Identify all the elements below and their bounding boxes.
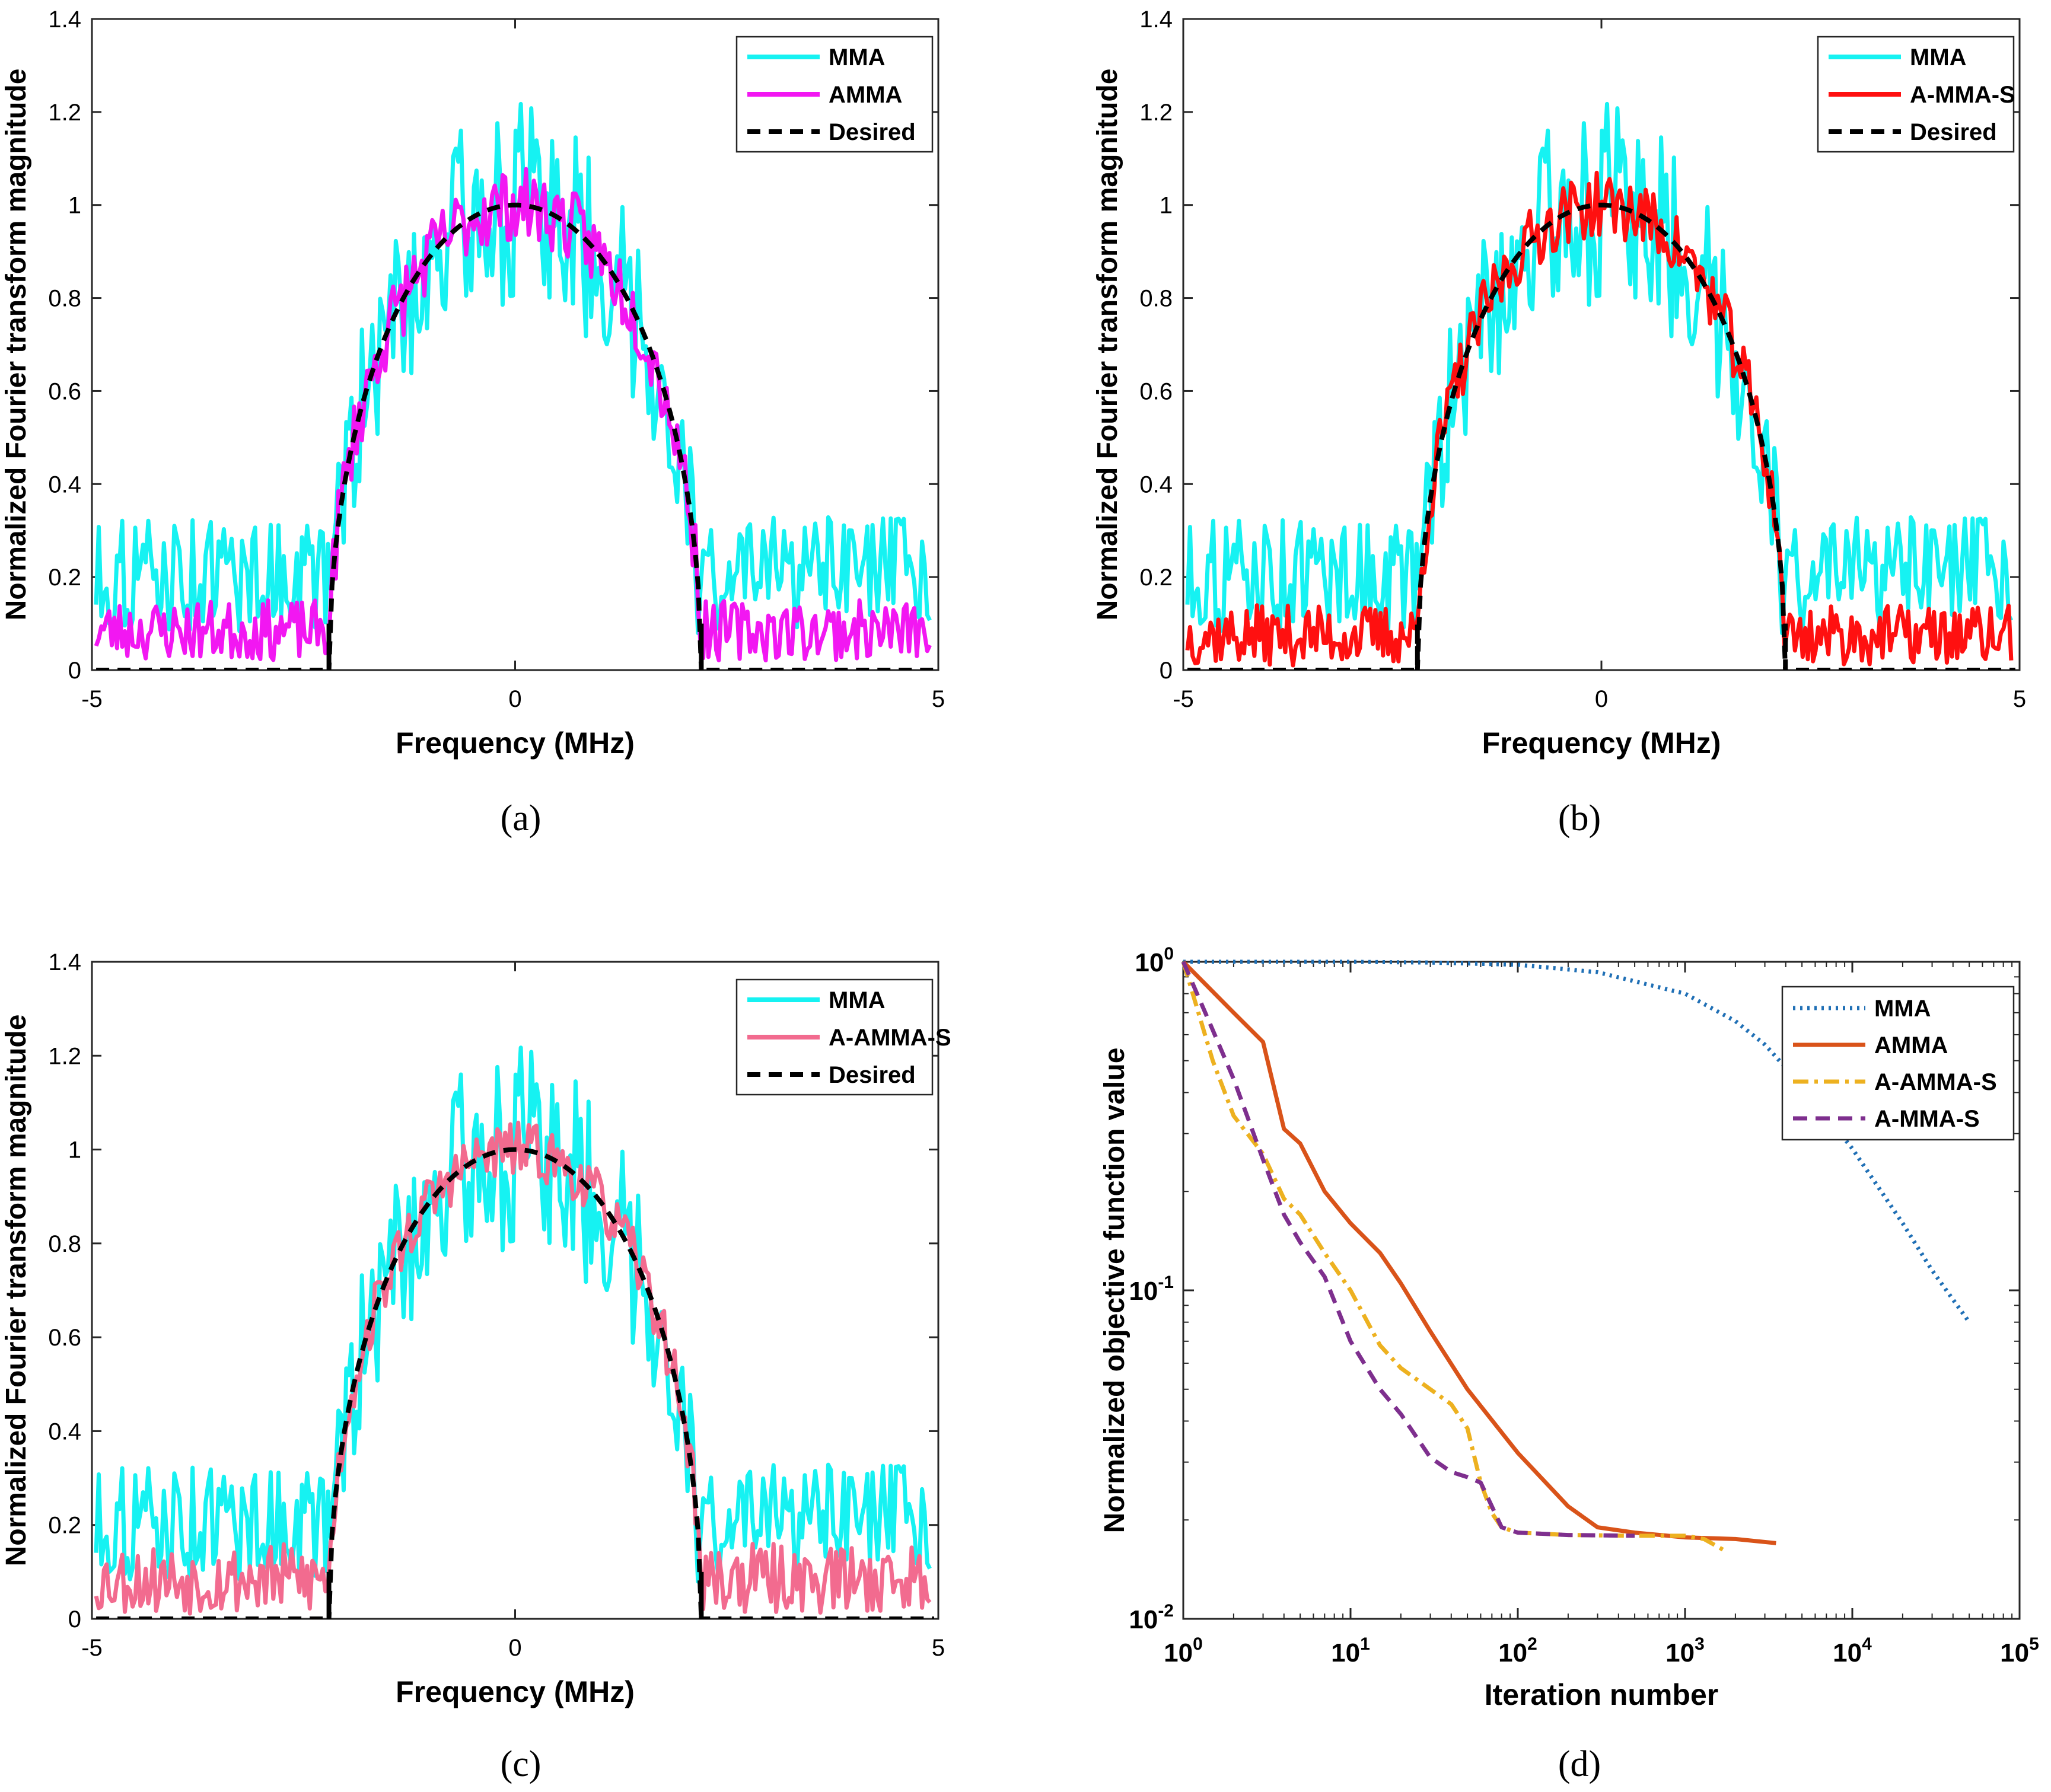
series-line-a-mma-s (1181, 961, 1635, 1538)
series-line-mma (94, 1045, 932, 1584)
x-tick-label: 5 (932, 1635, 945, 1661)
legend-label: A-MMA-S (1874, 1106, 1980, 1132)
legend-label: MMA (1910, 44, 1967, 71)
series-line-mma (1185, 101, 2014, 636)
y-tick-label: 0.4 (48, 471, 81, 498)
y-tick-label: 1.2 (48, 1043, 81, 1069)
y-tick-label: 1 (68, 1137, 81, 1163)
x-tick-label: -5 (81, 686, 103, 712)
y-tick-label: 0 (68, 658, 81, 684)
y-axis-label: Normalized Fourier transform magnitude (1092, 69, 1123, 621)
y-tick-label: 10-1 (1129, 1273, 1174, 1306)
legend-label: Desired (829, 119, 916, 145)
x-tick-label: 0 (508, 686, 521, 712)
x-tick-label: 5 (2013, 686, 2026, 712)
x-tick-label: 100 (1164, 1634, 1203, 1667)
y-tick-label: 0.2 (1139, 565, 1173, 591)
subfigure-caption: (c) (501, 1744, 542, 1784)
y-axis-label: Normalized Fourier transform magnitude (1, 1015, 32, 1567)
y-tick-label: 0.8 (1139, 286, 1173, 312)
x-axis-label: Frequency (MHz) (1482, 726, 1721, 760)
y-tick-label: 1.4 (48, 7, 81, 33)
legend-label: A-MMA-S (1910, 82, 2015, 108)
x-tick-label: -5 (1173, 686, 1194, 712)
y-tick-label: 0.2 (48, 565, 81, 591)
y-tick-label: 10-2 (1129, 1601, 1174, 1634)
x-tick-label: 104 (1833, 1634, 1872, 1667)
x-tick-label: 101 (1331, 1634, 1370, 1667)
subfigure-caption: (a) (501, 798, 542, 838)
series-line-a-amma-s (1181, 961, 1725, 1552)
y-tick-label: 100 (1135, 944, 1174, 977)
y-tick-label: 0.6 (48, 1325, 81, 1351)
series-line-desired (1187, 202, 2015, 670)
x-tick-label: 0 (1595, 686, 1608, 712)
y-tick-label: 1.4 (1139, 7, 1173, 33)
y-tick-label: 1.2 (1139, 100, 1173, 126)
x-tick-label: 5 (932, 686, 945, 712)
y-tick-label: 0.6 (1139, 378, 1173, 404)
series-line-amma (1181, 960, 1776, 1545)
panel-d: 100 101 102 103 104 105 10-2 10-1 100 Iteration n… (1099, 944, 2039, 1784)
x-tick-label: 0 (508, 1635, 521, 1661)
legend-box (1781, 986, 2015, 1141)
legend-label: AMMA (1874, 1032, 1948, 1058)
legend-label: Desired (829, 1062, 916, 1088)
y-tick-label: 0.4 (1139, 471, 1173, 498)
y-tick-label: 1.4 (48, 949, 81, 975)
y-tick-label: 0.2 (48, 1513, 81, 1539)
y-tick-label: 1 (68, 193, 81, 219)
y-tick-label: 0 (68, 1606, 81, 1632)
series-line-a-mma-s (1185, 170, 2014, 668)
legend-label: MMA (829, 987, 886, 1013)
x-axis-label: Iteration number (1485, 1678, 1718, 1711)
series-line-mma (94, 101, 932, 636)
x-tick-label: 103 (1665, 1634, 1705, 1667)
legend-label: A-AMMA-S (829, 1025, 951, 1051)
y-tick-label: 0.4 (48, 1418, 81, 1445)
legend-label: AMMA (829, 82, 902, 108)
subfigure-caption: (d) (1558, 1744, 1601, 1784)
series-line-a-amma-s (94, 1120, 932, 1616)
subfigure-caption: (b) (1558, 798, 1601, 838)
x-tick-label: 105 (2000, 1634, 2039, 1667)
y-tick-label: 1 (1160, 193, 1173, 219)
y-tick-label: 0.8 (48, 286, 81, 312)
y-tick-label: 0 (1160, 658, 1173, 684)
series-line-desired (96, 202, 934, 670)
legend-label: MMA (829, 44, 886, 71)
y-tick-label: 1.2 (48, 100, 81, 126)
y-tick-label: 0.8 (48, 1231, 81, 1257)
legend-label: A-AMMA-S (1874, 1069, 1997, 1095)
legend-label: MMA (1874, 996, 1931, 1022)
legend-label: Desired (1910, 119, 1997, 145)
x-axis-label: Frequency (MHz) (396, 1675, 635, 1708)
x-axis-label: Frequency (MHz) (396, 726, 635, 760)
series-line-amma (94, 167, 932, 662)
y-axis-label: Normalized Fourier transform magnitude (1, 69, 32, 621)
x-tick-label: -5 (81, 1635, 103, 1661)
y-axis-label: Normalized objective function value (1099, 1048, 1130, 1533)
series-line-desired (96, 1147, 934, 1619)
y-tick-label: 0.6 (48, 378, 81, 404)
x-tick-label: 102 (1498, 1634, 1537, 1667)
